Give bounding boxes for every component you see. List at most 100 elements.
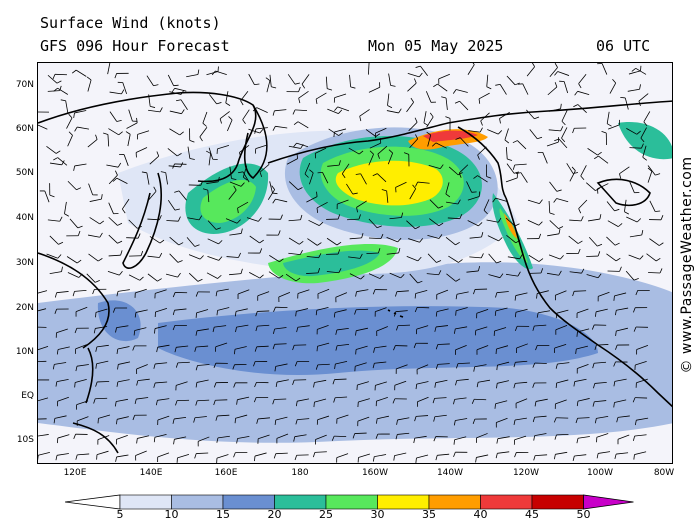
wind-barb — [209, 94, 217, 105]
wind-barb-flag — [278, 274, 284, 279]
wind-barb — [259, 164, 270, 173]
wind-barb — [149, 236, 161, 244]
wind-barb — [598, 155, 609, 164]
wind-barb-flag — [638, 101, 641, 107]
wind-barb — [56, 291, 69, 294]
wind-barb — [269, 255, 280, 263]
wind-barb — [137, 435, 150, 439]
wind-barb — [455, 418, 468, 421]
wind-barb-flag — [338, 160, 341, 166]
wind-barb — [288, 145, 301, 149]
wind-barb — [67, 135, 73, 147]
wind-barb-flag — [132, 415, 136, 421]
wind-barb-flag — [136, 117, 138, 123]
wind-barb-flag — [534, 401, 537, 407]
wind-barb — [561, 110, 568, 122]
wind-barb-flag — [473, 289, 476, 295]
wind-barb — [437, 83, 448, 92]
wind-barb — [268, 271, 280, 279]
wind-barb-flag — [292, 109, 296, 115]
wind-barb — [467, 220, 479, 227]
latitude-label: 30N — [15, 258, 34, 268]
wind-barb-flag — [438, 205, 444, 209]
wind-barb-flag — [635, 290, 639, 296]
wind-barb — [47, 219, 60, 222]
wind-barb — [234, 346, 247, 350]
wind-barb — [155, 362, 168, 365]
wind-barb — [437, 363, 450, 365]
legend-max-arrow — [583, 494, 634, 510]
wind-barb — [288, 219, 301, 222]
wind-barb-flag — [613, 402, 615, 408]
wind-barb-flag — [117, 240, 123, 244]
wind-barb — [237, 289, 250, 295]
wind-barb — [317, 415, 330, 421]
wind-barb-flag — [619, 173, 622, 179]
wind-barb-flag — [479, 127, 483, 133]
wind-barb-flag — [137, 233, 141, 239]
wind-barb — [297, 121, 309, 129]
wind-barb — [547, 233, 560, 237]
wind-barb-flag — [372, 289, 376, 295]
wind-barb — [196, 309, 209, 314]
wind-barb-flag — [159, 239, 165, 244]
wind-barb-flag — [593, 383, 596, 389]
wind-barb-flag — [514, 295, 517, 301]
wind-barb-flag — [393, 345, 396, 351]
wind-barb — [496, 345, 509, 350]
wind-barb-flag — [431, 142, 437, 147]
wind-barb-flag — [458, 172, 462, 178]
wind-barb-flag — [495, 453, 498, 459]
wind-barb — [614, 378, 627, 382]
wind-barb-flag — [93, 398, 96, 404]
wind-barb-flag — [316, 207, 319, 213]
wind-barb-flag — [117, 364, 119, 370]
legend-swatch — [274, 494, 327, 510]
wind-barb — [267, 189, 276, 200]
wind-barb-flag — [234, 311, 237, 317]
wind-barb — [409, 273, 418, 284]
wind-barb-flag — [265, 77, 271, 81]
wind-barb-flag — [195, 365, 198, 371]
wind-barb — [358, 453, 371, 458]
wind-barb-flag — [333, 397, 336, 403]
wind-barb — [629, 181, 635, 193]
wind-barb — [274, 109, 287, 112]
wind-barb — [646, 253, 657, 262]
wind-barb-flag — [514, 452, 517, 458]
wind-barb — [57, 87, 69, 95]
wind-barb-flag — [86, 76, 92, 81]
wind-barb-flag — [453, 328, 456, 334]
wind-barb — [526, 66, 535, 77]
wind-barb — [547, 86, 558, 96]
wind-barb — [128, 274, 140, 281]
wind-barb-flag — [172, 325, 176, 331]
wind-barb-flag — [293, 121, 299, 126]
wind-barb-flag — [352, 192, 358, 195]
wind-barb — [309, 172, 314, 185]
wind-barb-flag — [513, 383, 516, 389]
wind-barb-flag — [117, 162, 122, 168]
wind-barb-flag — [61, 266, 63, 272]
wind-barb — [475, 326, 488, 331]
legend-swatch — [428, 494, 481, 510]
wind-barb — [635, 67, 647, 75]
wind-barb-flag — [292, 380, 295, 385]
wind-barb — [377, 145, 388, 155]
wind-barb-flag — [592, 401, 595, 407]
wind-barb-flag — [271, 86, 277, 89]
legend-swatch — [325, 494, 378, 510]
wind-barb — [240, 91, 249, 101]
wind-barb-flag — [197, 69, 200, 75]
wind-barb — [96, 360, 109, 365]
wind-barb-flag — [436, 260, 442, 263]
wind-barb — [275, 125, 288, 129]
wind-barb — [598, 451, 611, 454]
wind-barb — [556, 379, 569, 384]
wind-barb — [169, 91, 182, 95]
wind-barb-flag — [231, 178, 237, 181]
wind-barb — [614, 292, 627, 297]
wind-barb — [478, 92, 490, 100]
longitude-label: 160E — [214, 468, 238, 478]
wind-barb-flag — [334, 363, 336, 369]
